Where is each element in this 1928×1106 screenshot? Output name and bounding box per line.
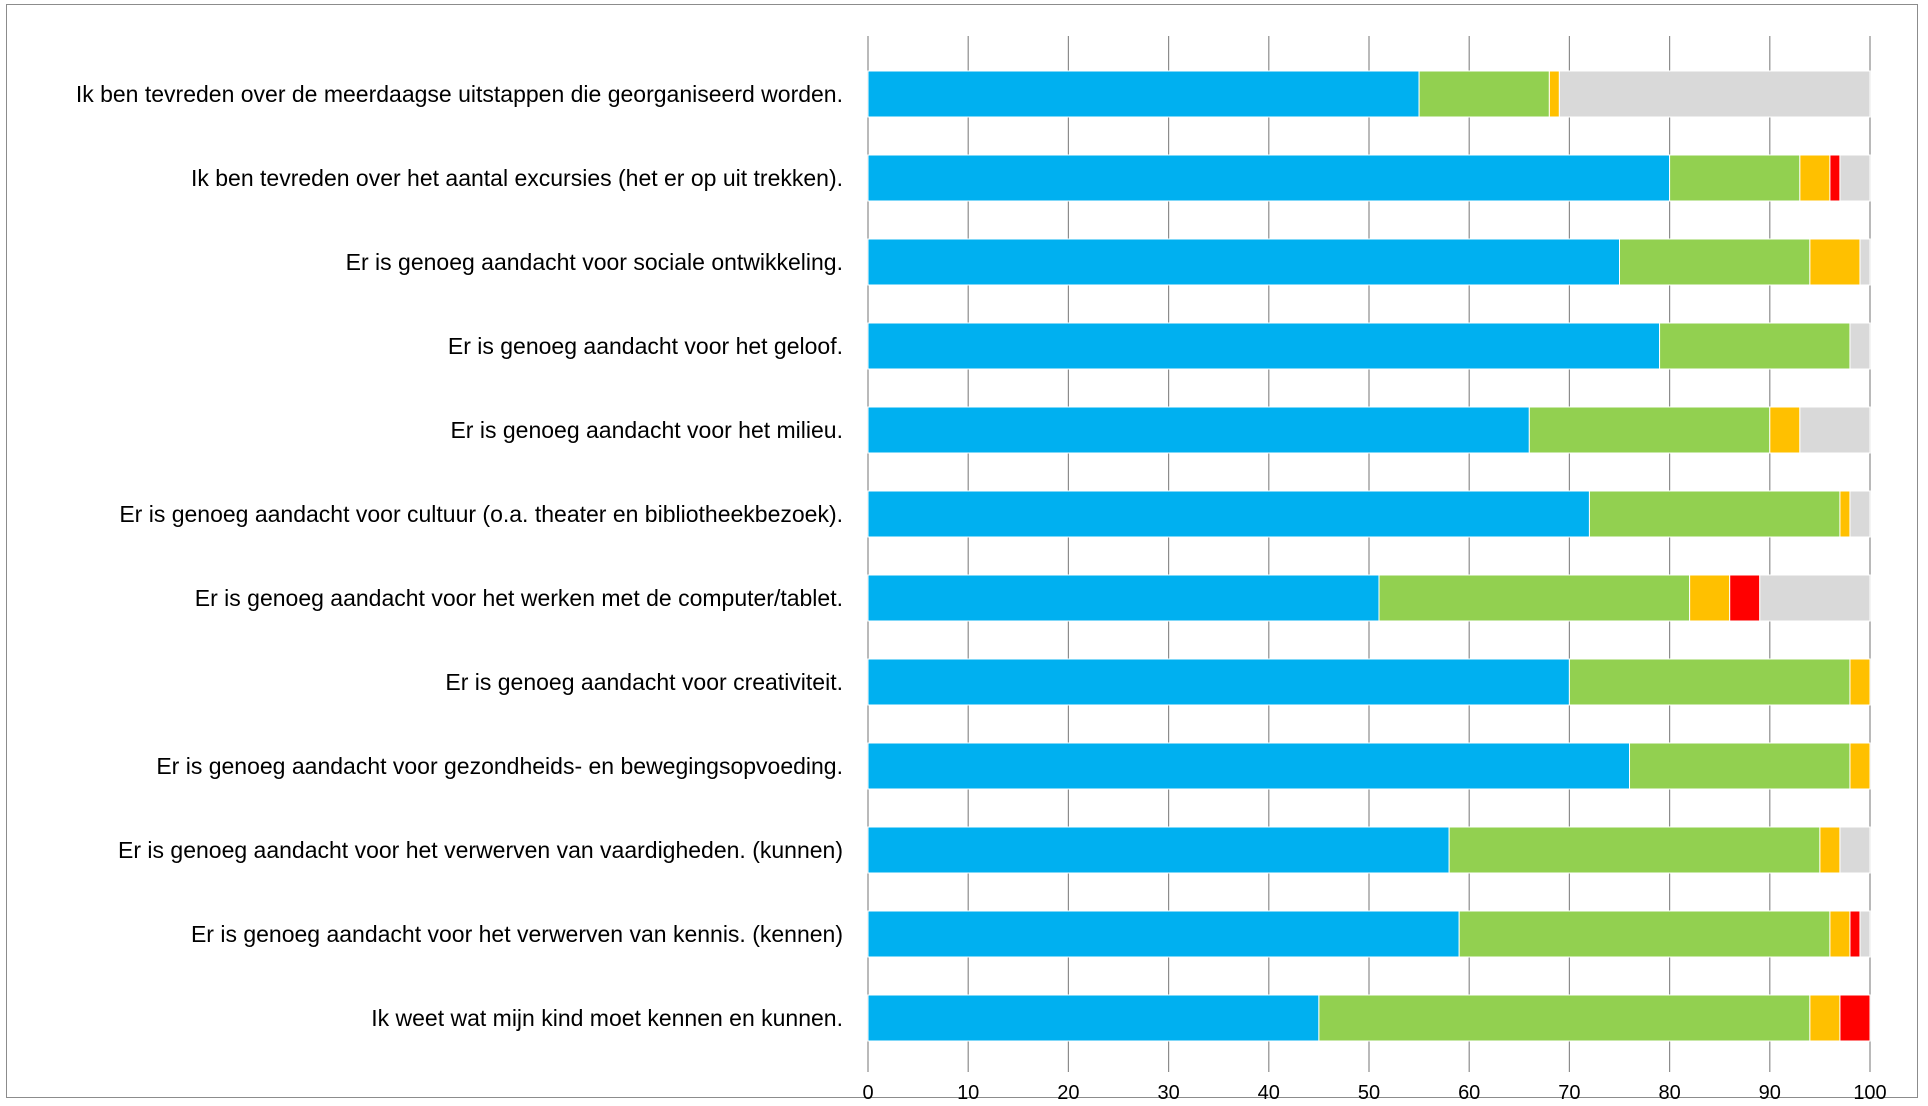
- bar-segment-row11-series1: [867, 910, 1460, 958]
- bar-segment-row5-series2: [1528, 406, 1771, 454]
- bar-segment-row8-series3: [1849, 658, 1871, 706]
- category-label: Ik weet wat mijn kind moet kennen en kun…: [371, 1005, 843, 1031]
- bar-segment-row3-series5: [1859, 238, 1871, 286]
- bar-segment-row3-series2: [1619, 238, 1811, 286]
- bar-segment-row7-series3: [1689, 574, 1731, 622]
- bar-segment-row2-series3: [1799, 154, 1831, 202]
- x-tick-label: 90: [1759, 1082, 1781, 1104]
- x-tick-label: 10: [957, 1082, 979, 1104]
- bar-segment-row9-series3: [1849, 742, 1871, 790]
- bar-segment-row1-series2: [1418, 70, 1550, 118]
- bar-segment-row4-series1: [867, 322, 1661, 370]
- bar-segment-row12-series3: [1809, 994, 1841, 1042]
- bar-segment-row3-series3: [1809, 238, 1861, 286]
- category-label: Er is genoeg aandacht voor het werken me…: [195, 585, 843, 611]
- x-axis-tick-labels: 0 10 20 30 40 50 60 70 80 90 100: [862, 1082, 1886, 1104]
- category-label: Er is genoeg aandacht voor het milieu.: [450, 417, 843, 443]
- category-label: Ik ben tevreden over het aantal excursie…: [191, 165, 843, 191]
- x-tick-label: 40: [1258, 1082, 1280, 1104]
- bar-segment-row6-series1: [867, 490, 1590, 538]
- bar-segment-row4-series2: [1659, 322, 1851, 370]
- bar-segment-row2-series1: [867, 154, 1671, 202]
- bar-segment-row8-series1: [867, 658, 1570, 706]
- bar-segment-row1-series5: [1558, 70, 1871, 118]
- category-label: Er is genoeg aandacht voor sociale ontwi…: [346, 249, 843, 275]
- bar-segment-row9-series1: [867, 742, 1631, 790]
- gridlines: [867, 36, 1871, 1072]
- x-tick-label: 60: [1458, 1082, 1480, 1104]
- bar-segment-row12-series1: [867, 994, 1320, 1042]
- bar-segment-row1-series1: [867, 70, 1420, 118]
- bar-segment-row8-series2: [1568, 658, 1851, 706]
- bar-segment-row9-series2: [1629, 742, 1851, 790]
- category-label: Ik ben tevreden over de meerdaagse uitst…: [76, 81, 843, 107]
- category-labels: Ik ben tevreden over de meerdaagse uitst…: [76, 81, 843, 1031]
- bar-segment-row5-series5: [1799, 406, 1871, 454]
- x-tick-label: 50: [1358, 1082, 1380, 1104]
- bar-segment-row11-series5: [1859, 910, 1871, 958]
- bar-segment-row4-series5: [1849, 322, 1871, 370]
- bar-segment-row10-series5: [1839, 826, 1871, 874]
- bar-segment-row7-series4: [1729, 574, 1761, 622]
- x-tick-label: 70: [1558, 1082, 1580, 1104]
- bar-segment-row7-series1: [867, 574, 1380, 622]
- bar-segment-row11-series4: [1849, 910, 1861, 958]
- bar-segment-row2-series5: [1839, 154, 1871, 202]
- bar-segment-row2-series4: [1829, 154, 1841, 202]
- bar-segment-row10-series2: [1448, 826, 1821, 874]
- bar-segment-row3-series1: [867, 238, 1620, 286]
- bar-segment-row12-series2: [1318, 994, 1811, 1042]
- x-tick-label: 0: [862, 1082, 873, 1104]
- bar-segment-row11-series3: [1829, 910, 1851, 958]
- category-label: Er is genoeg aandacht voor het geloof.: [448, 333, 843, 359]
- bar-segment-row12-series4: [1839, 994, 1871, 1042]
- category-label: Er is genoeg aandacht voor het verwerven…: [118, 837, 843, 863]
- bar-segment-row6-series3: [1839, 490, 1851, 538]
- bars: [867, 70, 1871, 1042]
- category-label: Er is genoeg aandacht voor creativiteit.: [445, 669, 843, 695]
- bar-segment-row2-series2: [1669, 154, 1801, 202]
- x-tick-label: 100: [1853, 1082, 1886, 1104]
- bar-segment-row5-series3: [1769, 406, 1801, 454]
- bar-segment-row11-series2: [1458, 910, 1831, 958]
- x-tick-label: 30: [1157, 1082, 1179, 1104]
- bar-segment-row7-series2: [1378, 574, 1691, 622]
- bar-segment-row10-series1: [867, 826, 1450, 874]
- category-label: Er is genoeg aandacht voor gezondheids- …: [156, 753, 843, 779]
- bar-segment-row7-series5: [1759, 574, 1871, 622]
- bar-segment-row6-series5: [1849, 490, 1871, 538]
- x-tick-label: 20: [1057, 1082, 1079, 1104]
- bar-segment-row5-series1: [867, 406, 1530, 454]
- category-label: Er is genoeg aandacht voor het verwerven…: [191, 921, 843, 947]
- bar-segment-row10-series3: [1819, 826, 1841, 874]
- x-tick-label: 80: [1658, 1082, 1680, 1104]
- bar-segment-row1-series3: [1548, 70, 1560, 118]
- category-label: Er is genoeg aandacht voor cultuur (o.a.…: [119, 501, 843, 527]
- bar-segment-row6-series2: [1588, 490, 1841, 538]
